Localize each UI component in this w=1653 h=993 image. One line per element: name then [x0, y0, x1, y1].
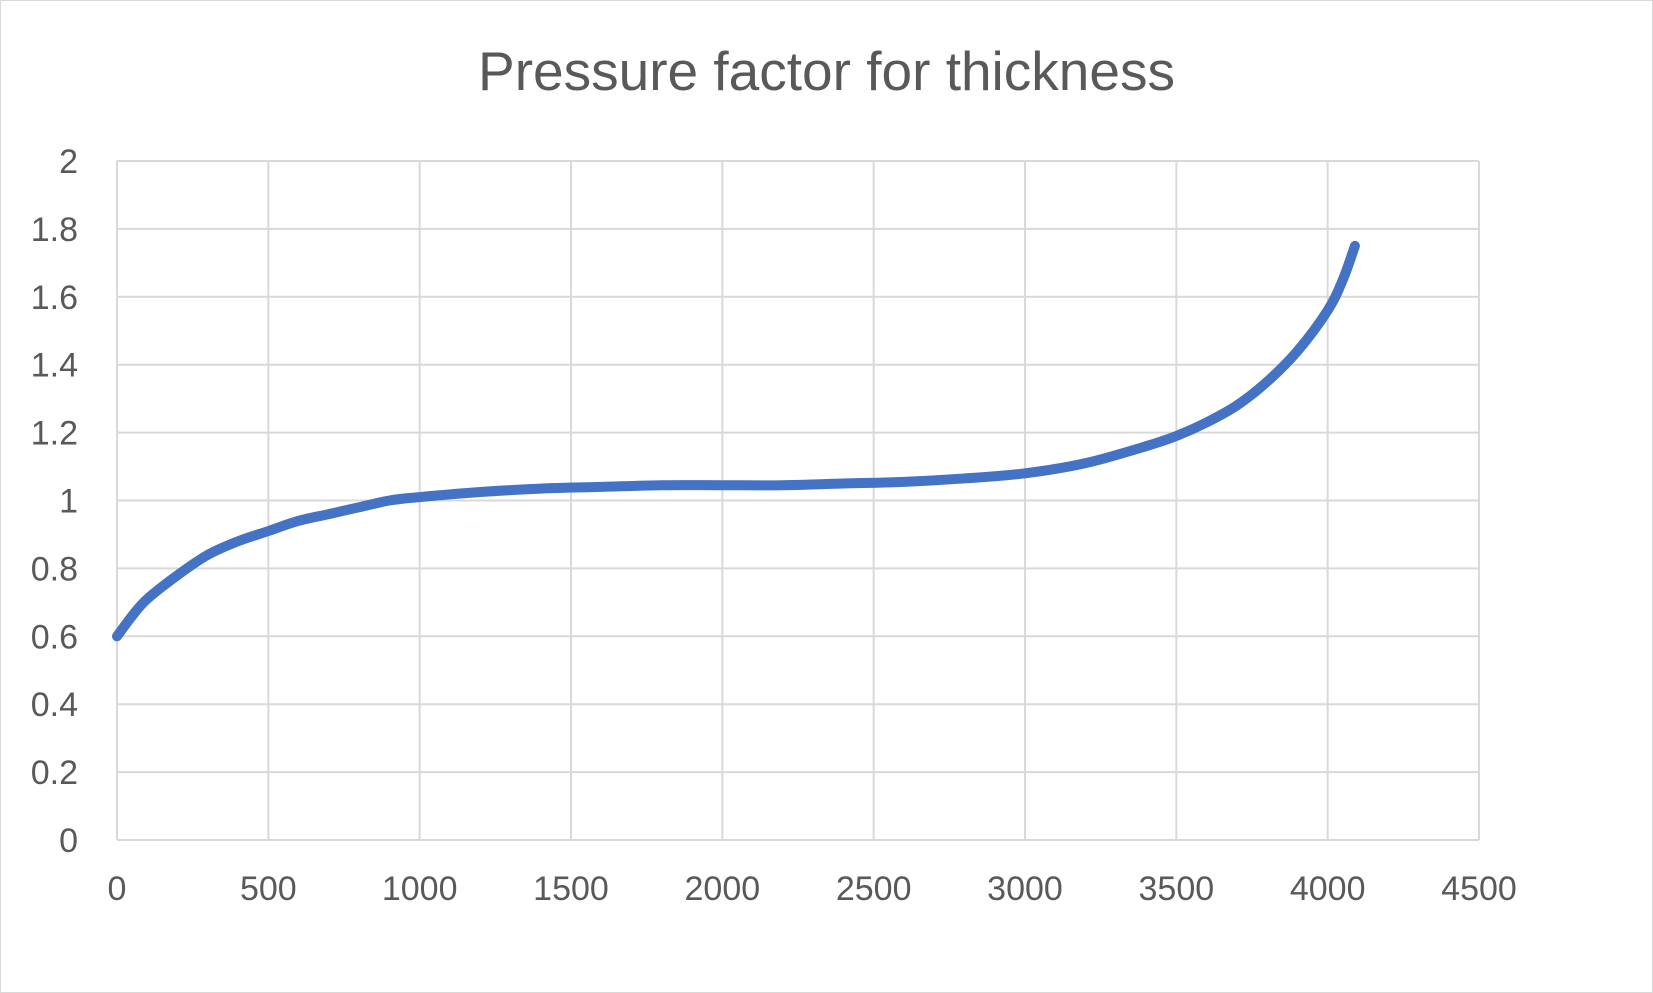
y-tick-label: 0.2: [31, 754, 78, 792]
axes: [116, 161, 1479, 841]
data-point: [843, 483, 844, 484]
x-tick-label: 4500: [1441, 870, 1517, 908]
data-point: [132, 615, 133, 616]
x-tick-label: 500: [240, 870, 297, 908]
y-tick-labels: 0 0.2 0.4 0.6 0.8 1 1.2 1.4 1.6 1.8 2: [31, 143, 78, 860]
data-point: [328, 514, 329, 515]
y-tick-label: 2: [59, 143, 78, 181]
data-point: [903, 481, 904, 482]
x-tick-label: 2500: [836, 870, 912, 908]
y-tick-label: 1: [59, 483, 78, 521]
x-tick-label: 1000: [382, 870, 458, 908]
y-tick-label: 1.4: [31, 347, 78, 385]
data-point: [1025, 473, 1026, 474]
data-point: [359, 507, 360, 508]
data-point: [177, 575, 178, 576]
data-point: [117, 636, 118, 637]
data-point: [389, 500, 390, 501]
chart-title: Pressure factor for thickness: [478, 40, 1175, 102]
data-point: [419, 497, 420, 498]
data-point: [1297, 351, 1298, 352]
data-point: [298, 520, 299, 521]
y-tick-label: 0.8: [31, 550, 78, 588]
data-point: [1146, 446, 1147, 447]
data-point: [1327, 310, 1328, 311]
data-point: [964, 478, 965, 479]
x-tick-label: 3500: [1139, 870, 1215, 908]
y-tick-label: 1.6: [31, 279, 78, 317]
x-tick-label: 1500: [533, 870, 609, 908]
series-line: [112, 240, 1360, 642]
data-point: [1267, 381, 1268, 382]
data-point: [1176, 435, 1177, 436]
data-point: [782, 485, 783, 486]
data-point: [268, 531, 269, 532]
data-point: [540, 488, 541, 489]
x-tick-label: 3000: [987, 870, 1063, 908]
gridlines: [117, 160, 1480, 840]
y-tick-label: 1.2: [31, 415, 78, 453]
y-tick-label: 0: [59, 822, 78, 860]
data-point: [661, 485, 662, 486]
data-point: [1342, 279, 1343, 280]
x-tick-label: 4000: [1290, 870, 1366, 908]
data-point: [238, 541, 239, 542]
data-point: [1206, 422, 1207, 423]
y-tick-label: 0.6: [31, 618, 78, 656]
data-point: [1236, 405, 1237, 406]
x-tick-labels: 0 500 1000 1500 2000 2500 3000 3500 4000 4500: [108, 870, 1517, 908]
data-point: [1085, 463, 1086, 464]
data-point: [480, 492, 481, 493]
x-tick-label: 0: [108, 870, 127, 908]
data-point: [1354, 245, 1355, 246]
data-point: [601, 486, 602, 487]
data-point: [147, 598, 148, 599]
y-tick-label: 1.8: [31, 211, 78, 249]
data-point: [722, 485, 723, 486]
x-tick-label: 2000: [685, 870, 761, 908]
data-point: [207, 554, 208, 555]
y-tick-label: 0.4: [31, 686, 78, 724]
series-layer: [112, 240, 1360, 642]
